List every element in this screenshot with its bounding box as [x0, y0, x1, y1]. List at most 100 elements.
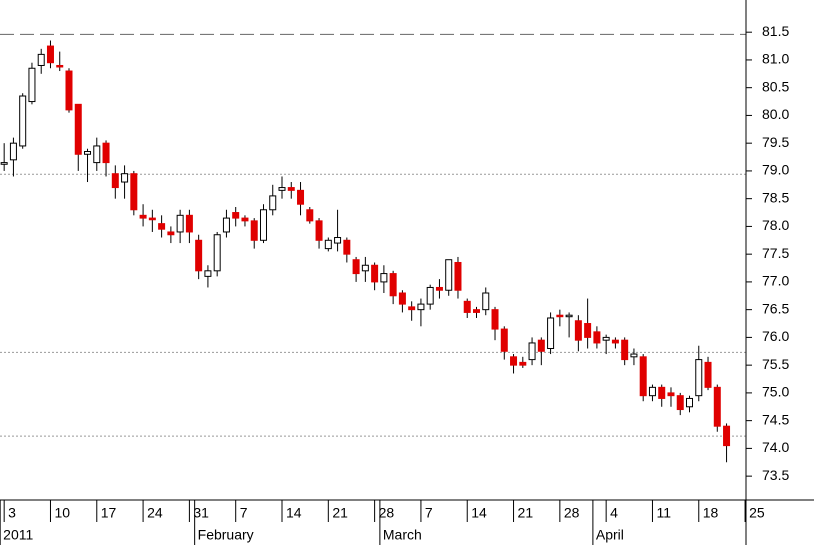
y-tick-label: 74.0: [762, 439, 789, 455]
candle-body: [380, 273, 388, 283]
candle-body: [19, 95, 27, 147]
candle-body: [158, 223, 166, 230]
y-tick-label: 74.5: [762, 411, 789, 427]
candle-body: [556, 314, 564, 318]
candle-body: [510, 356, 518, 366]
candle-body: [361, 264, 369, 272]
x-tick-label: 14: [286, 505, 302, 521]
x-tick-label: 4: [610, 505, 618, 521]
candle-body: [408, 306, 416, 311]
candle-body: [167, 231, 175, 236]
candle-body: [204, 270, 212, 277]
candle-body: [324, 239, 332, 250]
candle-body: [352, 259, 360, 275]
candle-body: [232, 212, 240, 219]
candle-body: [630, 353, 638, 358]
candle-body: [315, 220, 323, 241]
candle-body: [602, 336, 610, 341]
y-tick-label: 77.5: [762, 245, 789, 261]
y-tick-label: 76.0: [762, 328, 789, 344]
month-label: 2011: [3, 527, 33, 543]
candle-body: [547, 317, 555, 350]
candle-body: [658, 386, 666, 399]
x-tick-label: 3: [8, 505, 16, 521]
candle-body: [537, 339, 545, 352]
candle-body: [445, 259, 453, 291]
y-tick-label: 77.0: [762, 273, 789, 289]
y-tick-label: 75.0: [762, 384, 789, 400]
candle-body: [491, 309, 499, 330]
x-tick-label: 18: [703, 505, 719, 521]
x-tick-label: 14: [471, 505, 487, 521]
candle-body: [28, 67, 36, 103]
candle-body: [398, 292, 406, 305]
candle-body: [0, 162, 8, 165]
candle-body: [639, 356, 647, 397]
candle-body: [584, 323, 592, 338]
candle-body: [417, 303, 425, 311]
candle-body: [306, 209, 314, 222]
x-tick-label: 7: [240, 505, 248, 521]
candle-body: [111, 173, 119, 189]
x-tick-label: 17: [101, 505, 117, 521]
candle-body: [611, 339, 619, 344]
candle-body: [676, 395, 684, 411]
x-tick-label: 28: [564, 505, 580, 521]
candle-body: [686, 397, 694, 408]
y-tick-label: 78.5: [762, 189, 789, 205]
candle-body: [287, 187, 295, 191]
candle-body: [565, 314, 573, 318]
candle-body: [574, 320, 582, 341]
candle-body: [185, 214, 193, 233]
y-tick-label: 75.5: [762, 356, 789, 372]
candle-body: [334, 237, 342, 244]
x-tick-label: 31: [193, 505, 209, 521]
candle-body: [84, 150, 92, 155]
candle-body: [176, 214, 184, 233]
candle-body: [426, 286, 434, 305]
y-tick-label: 76.5: [762, 300, 789, 316]
candle-body: [435, 286, 443, 291]
candle-body: [139, 214, 147, 219]
candle-body: [259, 209, 267, 241]
x-tick-label: 24: [147, 505, 163, 521]
candle-body: [500, 328, 508, 352]
candle-body: [528, 342, 536, 361]
candle-body: [74, 103, 82, 155]
candle-body: [93, 145, 101, 164]
candle-body: [148, 217, 156, 221]
candle-body: [241, 217, 249, 222]
candle-body: [343, 239, 351, 255]
candle-body: [130, 173, 138, 211]
candle-body: [195, 239, 203, 272]
x-tick-label: 11: [656, 505, 671, 521]
candle-body: [297, 189, 305, 205]
candle-body: [269, 195, 277, 211]
y-tick-label: 73.5: [762, 467, 789, 483]
y-tick-label: 78.0: [762, 217, 789, 233]
candle-body: [46, 45, 54, 64]
candle-body: [389, 273, 397, 297]
candle-body: [250, 220, 258, 241]
candle-body: [704, 361, 712, 388]
candle-body: [121, 173, 129, 183]
y-tick-label: 80.5: [762, 78, 789, 94]
candle-body: [56, 64, 64, 68]
y-tick-label: 79.0: [762, 162, 789, 178]
x-tick-label: 21: [518, 505, 534, 521]
candle-body: [222, 217, 230, 233]
x-tick-label: 28: [379, 505, 395, 521]
x-tick-label: 21: [332, 505, 348, 521]
candle-body: [723, 425, 731, 447]
candle-body: [278, 187, 286, 191]
candle-body: [482, 292, 490, 311]
month-label: March: [383, 527, 422, 543]
month-label: February: [198, 527, 254, 543]
x-tick-label: 10: [54, 505, 70, 521]
candle-body: [371, 264, 379, 283]
x-tick-label: 25: [749, 505, 765, 521]
candle-body: [9, 142, 17, 161]
y-tick-label: 80.0: [762, 106, 789, 122]
